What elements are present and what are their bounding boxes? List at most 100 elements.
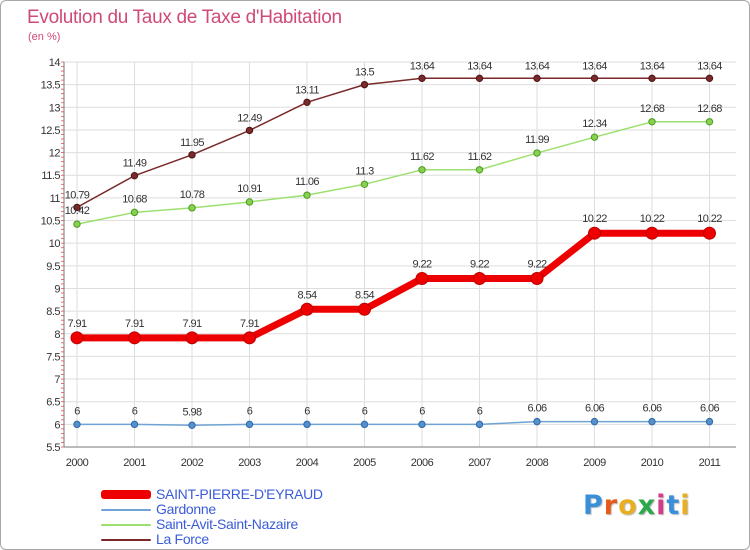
- data-point: [243, 331, 256, 345]
- legend-swatch: [101, 508, 151, 511]
- data-label: 10.22: [697, 213, 722, 225]
- data-point: [588, 226, 601, 240]
- data-point: [303, 420, 311, 429]
- y-tick-label: 6: [54, 419, 60, 431]
- x-tick-label: 2001: [123, 457, 146, 469]
- x-tick-label: 2009: [583, 457, 606, 469]
- y-tick-label: 12: [49, 148, 61, 160]
- data-label: 11.49: [123, 158, 147, 170]
- data-label: 13.64: [640, 60, 665, 72]
- data-label: 13.64: [467, 60, 492, 72]
- data-point: [245, 126, 254, 135]
- data-point: [590, 417, 599, 426]
- data-label: 10.22: [582, 213, 607, 225]
- data-label: 10.79: [65, 189, 90, 201]
- data-point: [130, 420, 139, 429]
- data-label: 10.22: [640, 213, 665, 225]
- y-tick-label: 8.5: [46, 306, 60, 318]
- data-point: [533, 417, 541, 426]
- data-point: [648, 417, 656, 426]
- data-point: [473, 272, 486, 286]
- y-tick-label: 14: [49, 57, 61, 69]
- legend-item: Gardonne: [101, 501, 361, 517]
- data-label: 11.95: [180, 137, 204, 149]
- y-tick-label: 9.5: [46, 261, 60, 273]
- y-tick-label: 10.5: [41, 216, 61, 228]
- data-point: [418, 166, 426, 174]
- legend-swatch: [101, 490, 151, 499]
- data-point: [415, 272, 429, 286]
- data-point: [70, 331, 84, 345]
- data-point: [130, 208, 139, 217]
- data-point: [530, 272, 544, 286]
- data-point: [73, 203, 81, 212]
- y-tick-label: 7.5: [46, 351, 60, 363]
- series-2: 10.42 10.68 10.78 10.91 11.06 11.3 11.62 11.62 1…: [65, 103, 723, 228]
- data-label: 7.91: [125, 318, 144, 330]
- data-point: [73, 220, 81, 228]
- data-label: 13.11: [295, 84, 319, 96]
- x-tick-label: 2004: [296, 457, 319, 469]
- legend-label: SAINT-PIERRE-D'EYRAUD: [156, 486, 323, 502]
- data-label: 6.06: [585, 403, 604, 415]
- data-point: [245, 198, 254, 206]
- data-label: 10.68: [122, 193, 147, 205]
- data-point: [590, 133, 599, 141]
- x-tick-label: 2010: [641, 457, 664, 469]
- data-point: [590, 74, 599, 83]
- data-label: 13.5: [355, 67, 374, 79]
- data-point: [703, 226, 716, 240]
- series-line: [76, 77, 711, 209]
- y-tick-label: 13.5: [41, 80, 61, 92]
- logo-letter: t: [666, 490, 681, 521]
- logo-letter: P: [583, 490, 604, 521]
- y-tick-label: 11: [50, 193, 61, 205]
- series-3: 10.79 11.49 11.95 12.49 13.11 13.5 13.64 13.64 1…: [65, 60, 723, 212]
- data-point: [360, 80, 369, 89]
- data-point: [475, 420, 484, 429]
- series-1: 6 6 5.98 6 6 6 6 6 6.06 6.06 6.06 6.06: [73, 403, 720, 429]
- data-point: [303, 98, 311, 107]
- series-line: [76, 420, 711, 427]
- data-label: 13.64: [410, 60, 435, 72]
- data-label: 6: [477, 405, 483, 417]
- legend-label: Saint-Avit-Saint-Nazaire: [156, 516, 298, 532]
- data-point: [185, 331, 199, 345]
- data-point: [128, 331, 141, 345]
- data-label: 11.62: [468, 151, 492, 163]
- data-point: [645, 226, 659, 240]
- data-point: [705, 118, 714, 126]
- data-label: 7.91: [182, 318, 201, 330]
- y-tick-label: 11.5: [41, 170, 60, 182]
- data-label: 6: [362, 405, 368, 417]
- data-point: [533, 149, 541, 157]
- data-label: 13.64: [697, 60, 722, 72]
- data-point: [418, 420, 426, 429]
- data-label: 6.06: [700, 403, 719, 415]
- y-tick-label: 9: [54, 283, 60, 295]
- data-point: [73, 420, 81, 429]
- x-tick-label: 2005: [353, 457, 376, 469]
- legend-item: Saint-Avit-Saint-Nazaire: [101, 516, 361, 532]
- chart-legend: SAINT-PIERRE-D'EYRAUD Gardonne Saint-Avit-…: [101, 486, 361, 547]
- x-tick-label: 2007: [468, 457, 491, 469]
- chart-title: Evolution du Taux de Taxe d'Habitation: [27, 7, 342, 28]
- data-label: 12.68: [640, 103, 665, 115]
- data-label: 12.68: [697, 103, 722, 115]
- y-tick-label: 5.5: [46, 442, 60, 454]
- data-label: 5.98: [182, 406, 201, 418]
- legend-label: Gardonne: [156, 501, 216, 517]
- data-label: 6: [74, 405, 80, 417]
- proxiti-logo: Proxiti: [583, 490, 691, 521]
- data-label: 9.22: [412, 259, 431, 271]
- data-label: 11.62: [410, 151, 434, 163]
- data-label: 10.42: [65, 205, 90, 217]
- data-label: 12.49: [237, 112, 262, 124]
- data-point: [358, 302, 371, 316]
- data-point: [533, 74, 541, 83]
- y-tick-label: 7: [54, 374, 60, 386]
- data-point: [188, 151, 196, 159]
- data-label: 10.78: [180, 189, 205, 201]
